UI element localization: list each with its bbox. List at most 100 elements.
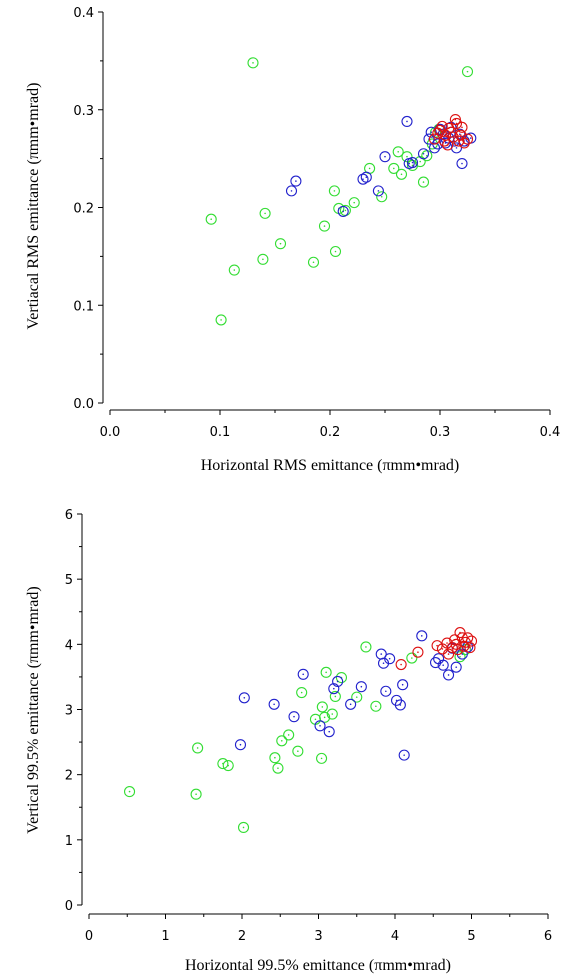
y-tick-label: 0.1	[73, 299, 94, 314]
data-point-center	[466, 70, 469, 73]
data-point-center	[375, 705, 377, 708]
data-point-center	[403, 754, 405, 756]
data-point-center	[242, 826, 245, 829]
data-point-center	[459, 133, 461, 135]
data-point	[222, 759, 234, 772]
data-point	[192, 742, 204, 754]
data-point-center	[331, 713, 334, 715]
y-axis-title: Vertical 99.5% emittance (πmm•mrad)	[25, 586, 42, 833]
data-point-center	[388, 657, 391, 660]
data-point	[283, 729, 295, 741]
data-point	[431, 640, 443, 652]
data-point	[429, 657, 442, 669]
data-point-center	[461, 126, 463, 129]
data-point	[257, 253, 269, 265]
green-series	[123, 641, 471, 834]
data-point	[348, 197, 360, 209]
data-point-center	[401, 683, 404, 686]
data-point	[123, 786, 136, 798]
data-point-center	[411, 164, 414, 167]
data-point-center	[417, 651, 419, 653]
data-point-center	[446, 642, 448, 644]
data-point-center	[455, 666, 458, 668]
data-point-center	[293, 715, 295, 718]
data-point-center	[239, 743, 242, 746]
data-point	[238, 692, 250, 704]
data-point-center	[274, 756, 276, 759]
data-point-center	[287, 734, 290, 736]
data-point	[452, 643, 464, 656]
data-point-center	[128, 790, 131, 793]
rms-emittance-scatter-plot: Horizontal RMS emittance (πmm•mrad) Vert…	[25, 6, 560, 474]
data-point	[412, 646, 424, 658]
data-point	[455, 129, 467, 141]
y-tick-label: 0.0	[73, 397, 94, 412]
data-point-center	[210, 218, 212, 221]
data-point	[269, 752, 281, 764]
data-point-center	[328, 730, 331, 733]
data-point-center	[323, 225, 326, 227]
data-point	[456, 157, 468, 170]
x-tick-label: 0	[85, 929, 93, 944]
x-tick-label: 1	[161, 929, 169, 944]
data-point-center	[319, 724, 321, 727]
y-tick-label: 6	[65, 508, 73, 523]
data-point	[351, 691, 363, 703]
data-point	[247, 57, 259, 69]
x-tick-label: 3	[314, 929, 322, 944]
data-point	[450, 117, 463, 129]
data-point	[292, 745, 304, 757]
data-point	[215, 314, 227, 326]
data-point-center	[382, 662, 385, 665]
y-tick-label: 1	[65, 834, 73, 849]
data-point-center	[196, 747, 199, 749]
y-tick-label: 0.2	[73, 202, 94, 217]
green-series	[205, 57, 474, 326]
data-point-center	[422, 181, 425, 183]
x-tick-label: 5	[467, 929, 475, 944]
data-point-center	[262, 258, 264, 261]
data-point	[370, 700, 382, 712]
data-point	[337, 205, 349, 217]
data-point-center	[459, 655, 461, 658]
data-point-center	[455, 147, 458, 149]
data-point	[394, 699, 406, 711]
data-point-center	[252, 62, 254, 64]
data-point	[276, 735, 288, 747]
data-point	[454, 651, 466, 663]
data-point-center	[280, 739, 283, 742]
data-point	[401, 115, 413, 128]
data-point-center	[447, 674, 450, 676]
y-axis-title: Vertiacal RMS emittance (πmm•mrad)	[25, 83, 42, 330]
data-point-center	[264, 212, 266, 215]
data-point	[406, 156, 419, 169]
data-point-center	[220, 319, 222, 321]
x-tick-label: 4	[391, 929, 399, 944]
data-point-center	[469, 646, 471, 649]
y-tick-label: 0.4	[73, 6, 94, 21]
data-point	[259, 207, 271, 219]
data-point-center	[420, 635, 423, 637]
data-point	[465, 635, 478, 647]
data-point	[328, 185, 340, 197]
data-point	[290, 175, 302, 187]
data-point-center	[297, 750, 299, 753]
data-point-center	[447, 653, 450, 655]
data-point-center	[380, 653, 383, 655]
red-series	[395, 627, 478, 671]
data-point-center	[406, 155, 408, 158]
data-point	[190, 788, 202, 800]
x-tick-label: 6	[544, 929, 552, 944]
data-point	[398, 749, 410, 761]
data-point-center	[397, 150, 400, 153]
y-tick-label: 3	[65, 704, 73, 719]
data-point-center	[321, 706, 324, 708]
data-point	[335, 672, 348, 684]
x-tick-label: 2	[238, 929, 246, 944]
data-point	[326, 708, 338, 720]
data-point-center	[300, 691, 303, 694]
data-point	[437, 659, 449, 671]
data-point-center	[426, 154, 428, 157]
x-tick-label: 0.1	[210, 425, 231, 440]
data-point-center	[273, 703, 275, 706]
